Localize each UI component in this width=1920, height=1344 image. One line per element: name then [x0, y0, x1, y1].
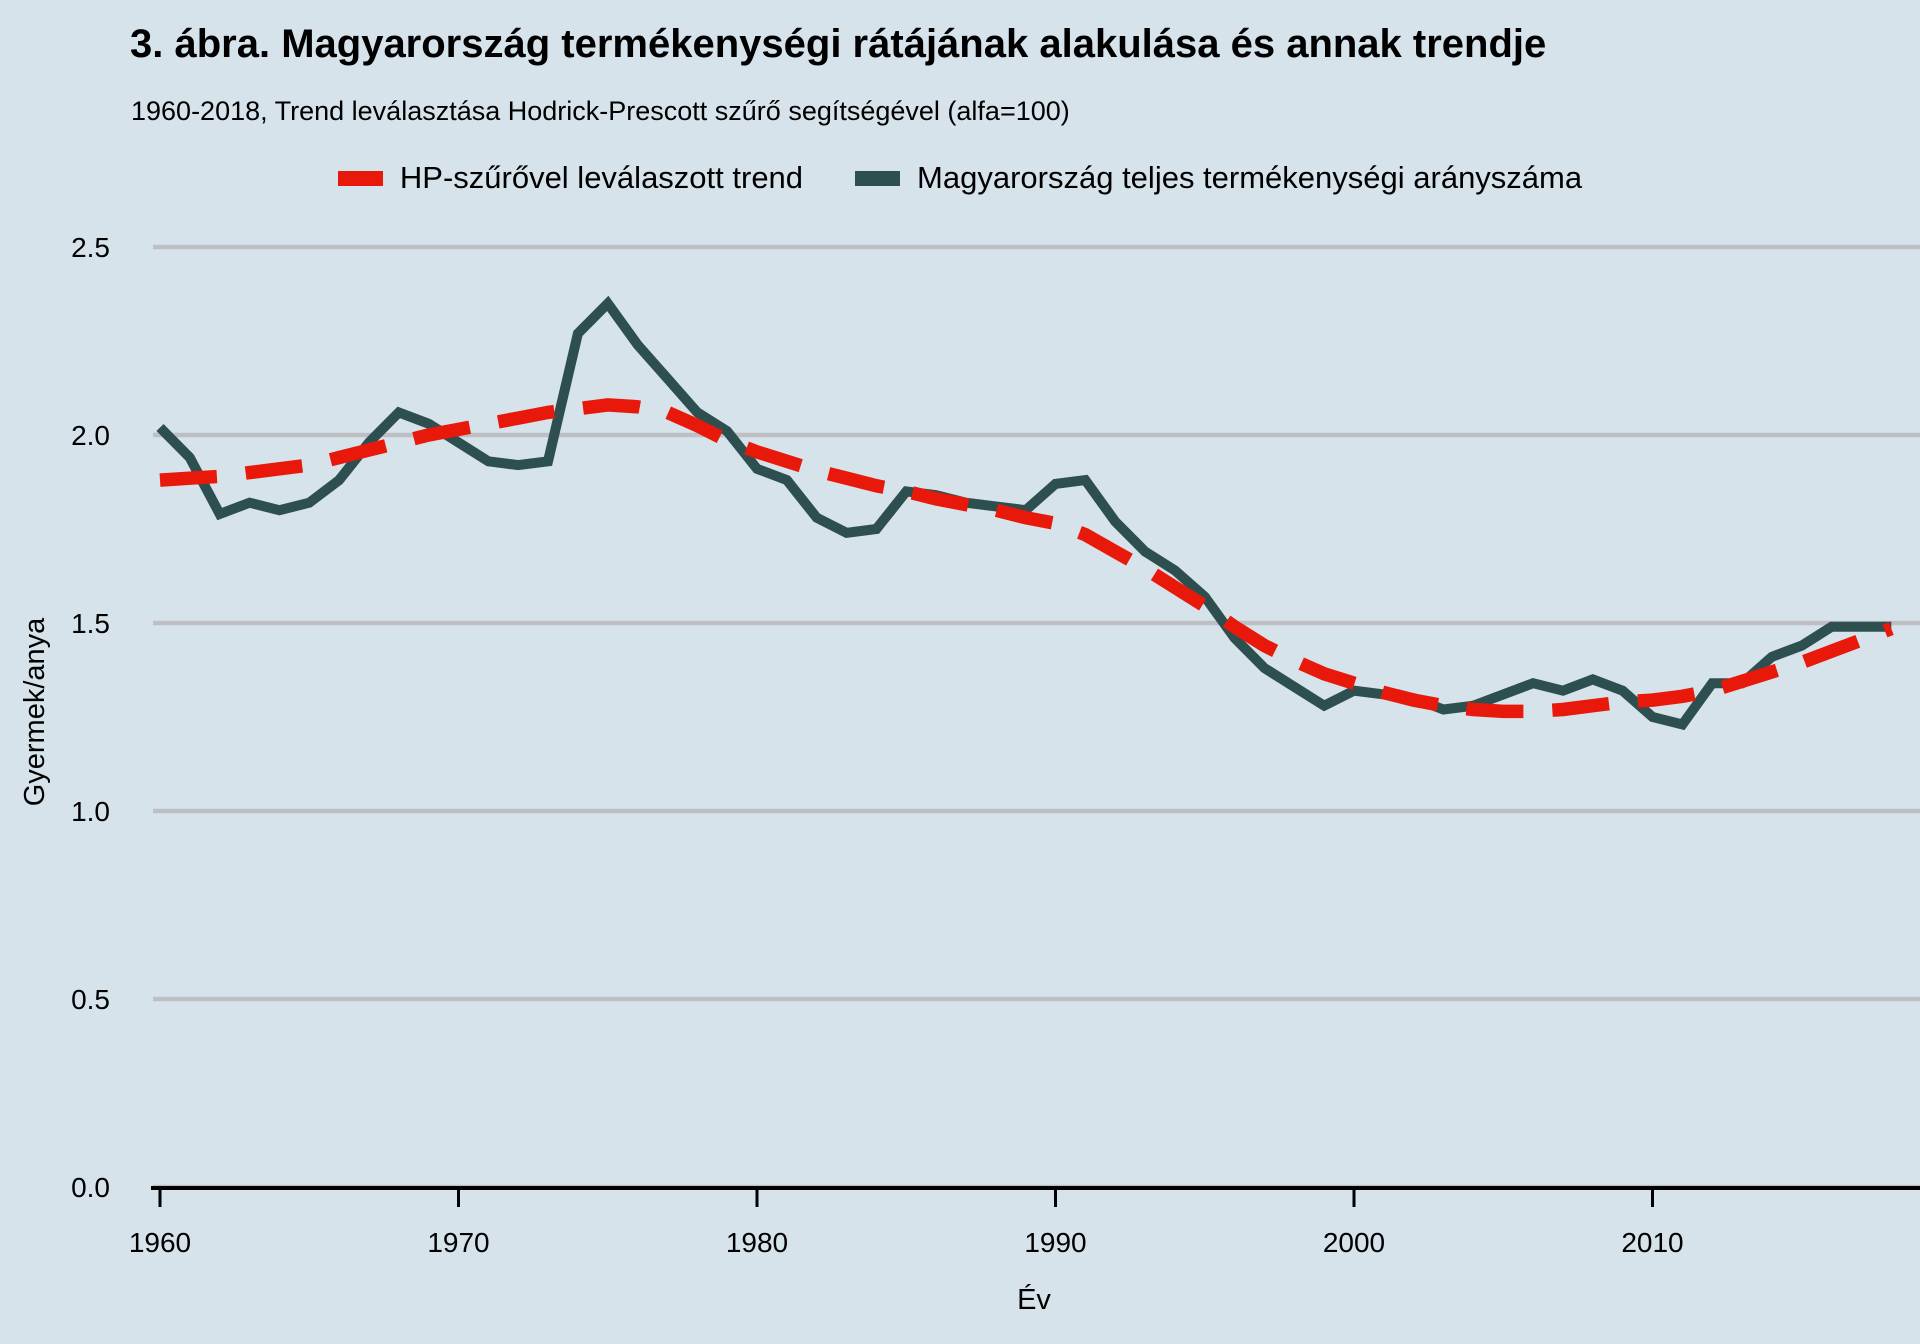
chart-title: 3. ábra. Magyarország termékenységi rátá…	[130, 22, 1547, 66]
y-tick-label-0.0: 0.0	[71, 1172, 110, 1203]
x-tick-label-2010: 2010	[1621, 1227, 1683, 1258]
legend-label-tfr: Magyarország teljes termékenységi aránys…	[917, 160, 1583, 195]
x-tick-label-2000: 2000	[1323, 1227, 1385, 1258]
tfr-line-swatch-icon	[855, 170, 901, 186]
legend-item-tfr: Magyarország teljes termékenységi aránys…	[855, 160, 1582, 196]
x-tick-label-1970: 1970	[427, 1227, 489, 1258]
trend-line	[159, 398, 1894, 719]
y-tick-label-1.5: 1.5	[71, 608, 110, 639]
chart-subtitle: 1960-2018, Trend leválasztása Hodrick-Pr…	[131, 96, 1070, 126]
trend-line-swatch-icon	[337, 170, 383, 186]
y-tick-label-0.5: 0.5	[71, 984, 110, 1015]
legend: HP-szűrővel leválaszott trend Magyarorsz…	[0, 152, 1920, 204]
y-axis-title: Gyermek/anya	[19, 617, 51, 806]
y-tick-label-2.0: 2.0	[71, 420, 110, 451]
x-tick-label-1990: 1990	[1024, 1227, 1086, 1258]
legend-label-trend: HP-szűrővel leválaszott trend	[399, 160, 804, 195]
x-axis-title: Év	[1017, 1283, 1051, 1316]
legend-item-trend: HP-szűrővel leválaszott trend	[337, 160, 804, 196]
y-tick-label-1.0: 1.0	[71, 796, 110, 827]
x-tick-label-1960: 1960	[129, 1227, 191, 1258]
y-tick-label-2.5: 2.5	[71, 232, 110, 263]
x-tick-label-1980: 1980	[726, 1227, 788, 1258]
